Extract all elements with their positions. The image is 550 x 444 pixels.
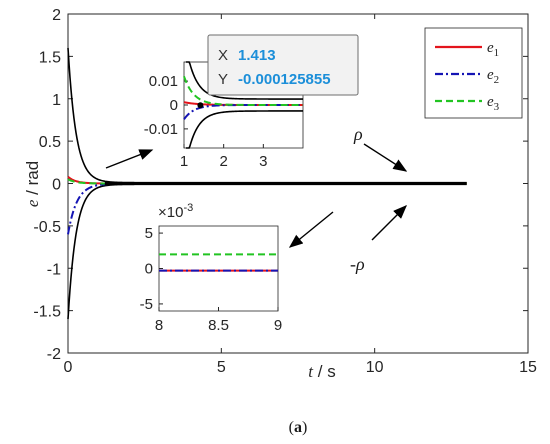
- legend-label-e3: e3: [487, 94, 500, 113]
- y-tick-label: 1.5: [39, 49, 61, 66]
- datatip-y-value: -0.000125855: [238, 71, 331, 88]
- inset2-y-tick-label: 5: [145, 225, 153, 242]
- inset2-y-tick-label: 0: [145, 261, 153, 278]
- datatip-y-label: Y: [218, 71, 228, 88]
- arrow-to-upper-inset: [105, 149, 154, 169]
- datatip-x-label: X: [218, 47, 228, 64]
- datatip-marker[interactable]: [197, 102, 204, 109]
- legend-label-e1: e1: [487, 40, 499, 59]
- neg-rho-label: -ρ: [350, 254, 365, 274]
- figure-caption: (a): [289, 419, 308, 436]
- y-tick-label: -1.5: [33, 304, 61, 321]
- y-axis-label: e / rad: [23, 161, 42, 207]
- datatip-x-value: 1.413: [238, 47, 276, 64]
- datatip-box: [207, 34, 359, 96]
- inset1-x-tick-label: 2: [219, 153, 227, 170]
- inset1-x-tick-label: 3: [259, 153, 267, 170]
- legend: e1 e2 e3: [424, 27, 523, 119]
- inset1-upper-bound: [185, 61, 303, 100]
- arrow-neg-rho: [371, 205, 407, 241]
- y-tick-label: -1: [47, 261, 61, 278]
- inset1-y-tick-label: 0: [170, 97, 178, 114]
- inset1-y-tick-label: 0.01: [149, 73, 178, 90]
- y-tick-label: 0: [52, 177, 61, 194]
- x-tick-label: 10: [366, 359, 384, 376]
- inset2-x-tick-label: 8: [155, 317, 163, 334]
- y-tick-label: 0.5: [39, 134, 61, 151]
- inset2-x-tick-label: 8.5: [208, 317, 229, 334]
- inset1-y-tick-label: -0.01: [144, 121, 178, 138]
- x-tick-label: 0: [64, 359, 73, 376]
- x-tick-label: 15: [519, 359, 537, 376]
- lower-inset-frame: [158, 225, 279, 312]
- arrow-to-lower-inset: [288, 211, 334, 248]
- legend-label-e2: e2: [487, 67, 499, 86]
- y-tick-label: 2: [52, 7, 61, 24]
- rho-label: ρ: [353, 124, 363, 144]
- y-tick-label: -2: [47, 346, 61, 363]
- inset1-lower-bound: [185, 110, 303, 149]
- inset2-x-tick-label: 9: [274, 317, 282, 334]
- x-tick-label: 5: [217, 359, 226, 376]
- datatip[interactable]: X 1.413 Y -0.000125855: [197, 34, 359, 109]
- lower-inset-exponent: ×10-3: [158, 202, 193, 221]
- inset2-y-tick-label: -5: [140, 296, 153, 313]
- inset1-x-tick-label: 1: [180, 153, 188, 170]
- inset1-series-e3: [183, 75, 303, 106]
- x-axis-label: t / s: [308, 362, 335, 381]
- y-tick-label: 1: [52, 92, 61, 109]
- y-tick-label: -0.5: [33, 219, 61, 236]
- lower-inset: 8 8.5 9 5 0 -5 ×10-3: [140, 202, 283, 334]
- arrow-rho: [363, 143, 408, 172]
- main-ticks: 0 5 10 15-2-1.5-1-0.500.511.52: [33, 7, 537, 376]
- main-series: [67, 47, 467, 320]
